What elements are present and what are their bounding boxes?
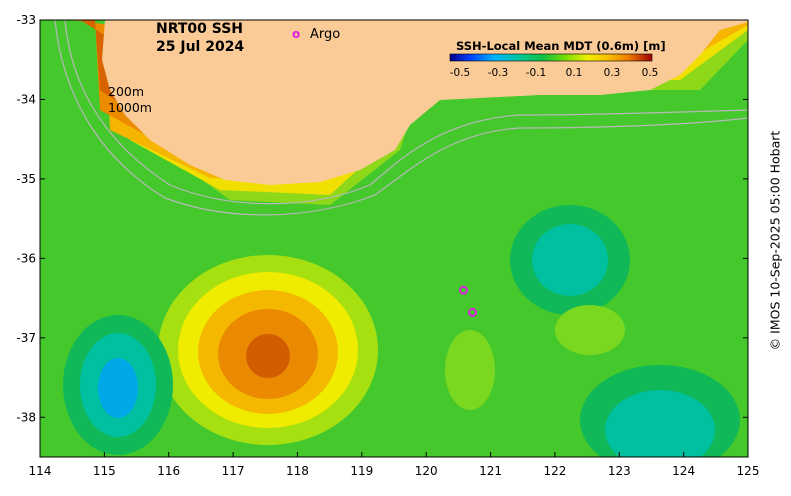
ssh-field — [40, 20, 748, 457]
y-tick-label: -35 — [16, 172, 36, 186]
imos-credit: © IMOS 10-Sep-2025 05:00 Hobart — [760, 20, 790, 460]
y-tick-label: -34 — [16, 92, 36, 106]
argo-legend-label: Argo — [310, 27, 340, 42]
colorbar-tick-label: -0.3 — [488, 67, 509, 79]
colorbar-tick-label: 0.1 — [566, 67, 583, 79]
x-axis: 114 115 116 117 118 119 120 121 122 123 124 125 — [29, 452, 760, 478]
argo-floats — [459, 285, 478, 317]
y-tick-label: -33 — [16, 13, 36, 27]
isobath-200m — [64, 20, 748, 205]
depth-label-200m: 200m — [108, 84, 144, 99]
x-tick-label: 114 — [29, 464, 52, 478]
y-axis: -33 -34 -35 -36 -37 -38 — [16, 13, 748, 424]
plot-frame — [39, 19, 749, 458]
colorbar-tick-label: -0.5 — [450, 67, 471, 79]
colorbar-tick-label: 0.3 — [604, 67, 621, 79]
y-tick-label: -38 — [16, 410, 36, 424]
argo-float-marker — [459, 285, 469, 295]
credit-text: © IMOS 10-Sep-2025 05:00 Hobart — [767, 130, 783, 350]
x-tick-label: 116 — [157, 464, 180, 478]
x-tick-label: 119 — [350, 464, 373, 478]
colorbar — [449, 53, 653, 62]
x-tick-label: 120 — [415, 464, 438, 478]
x-tick-label: 118 — [286, 464, 309, 478]
colorbar-tick-label: 0.5 — [642, 67, 659, 79]
x-tick-label: 123 — [608, 464, 631, 478]
x-tick-label: 124 — [672, 464, 695, 478]
y-tick-label: -36 — [16, 251, 36, 265]
map-title-line2: 25 Jul 2024 — [156, 39, 244, 55]
x-tick-label: 125 — [737, 464, 760, 478]
x-tick-label: 121 — [479, 464, 502, 478]
map-title-line1: NRT00 SSH — [156, 21, 243, 37]
colorbar-title: SSH-Local Mean MDT (0.6m) [m] — [456, 39, 666, 53]
colorbar-ticks: -0.5 -0.3 -0.1 0.1 0.3 0.5 — [450, 67, 659, 79]
y-tick-label: -37 — [16, 331, 36, 345]
depth-label-1000m: 1000m — [108, 100, 152, 115]
colorbar-tick-label: -0.1 — [526, 67, 547, 79]
x-tick-label: 115 — [93, 464, 116, 478]
argo-float-marker — [468, 307, 478, 317]
x-tick-label: 117 — [222, 464, 245, 478]
x-tick-label: 122 — [543, 464, 566, 478]
argo-legend-symbol: o — [292, 27, 300, 41]
isobath-1000m — [54, 20, 748, 216]
